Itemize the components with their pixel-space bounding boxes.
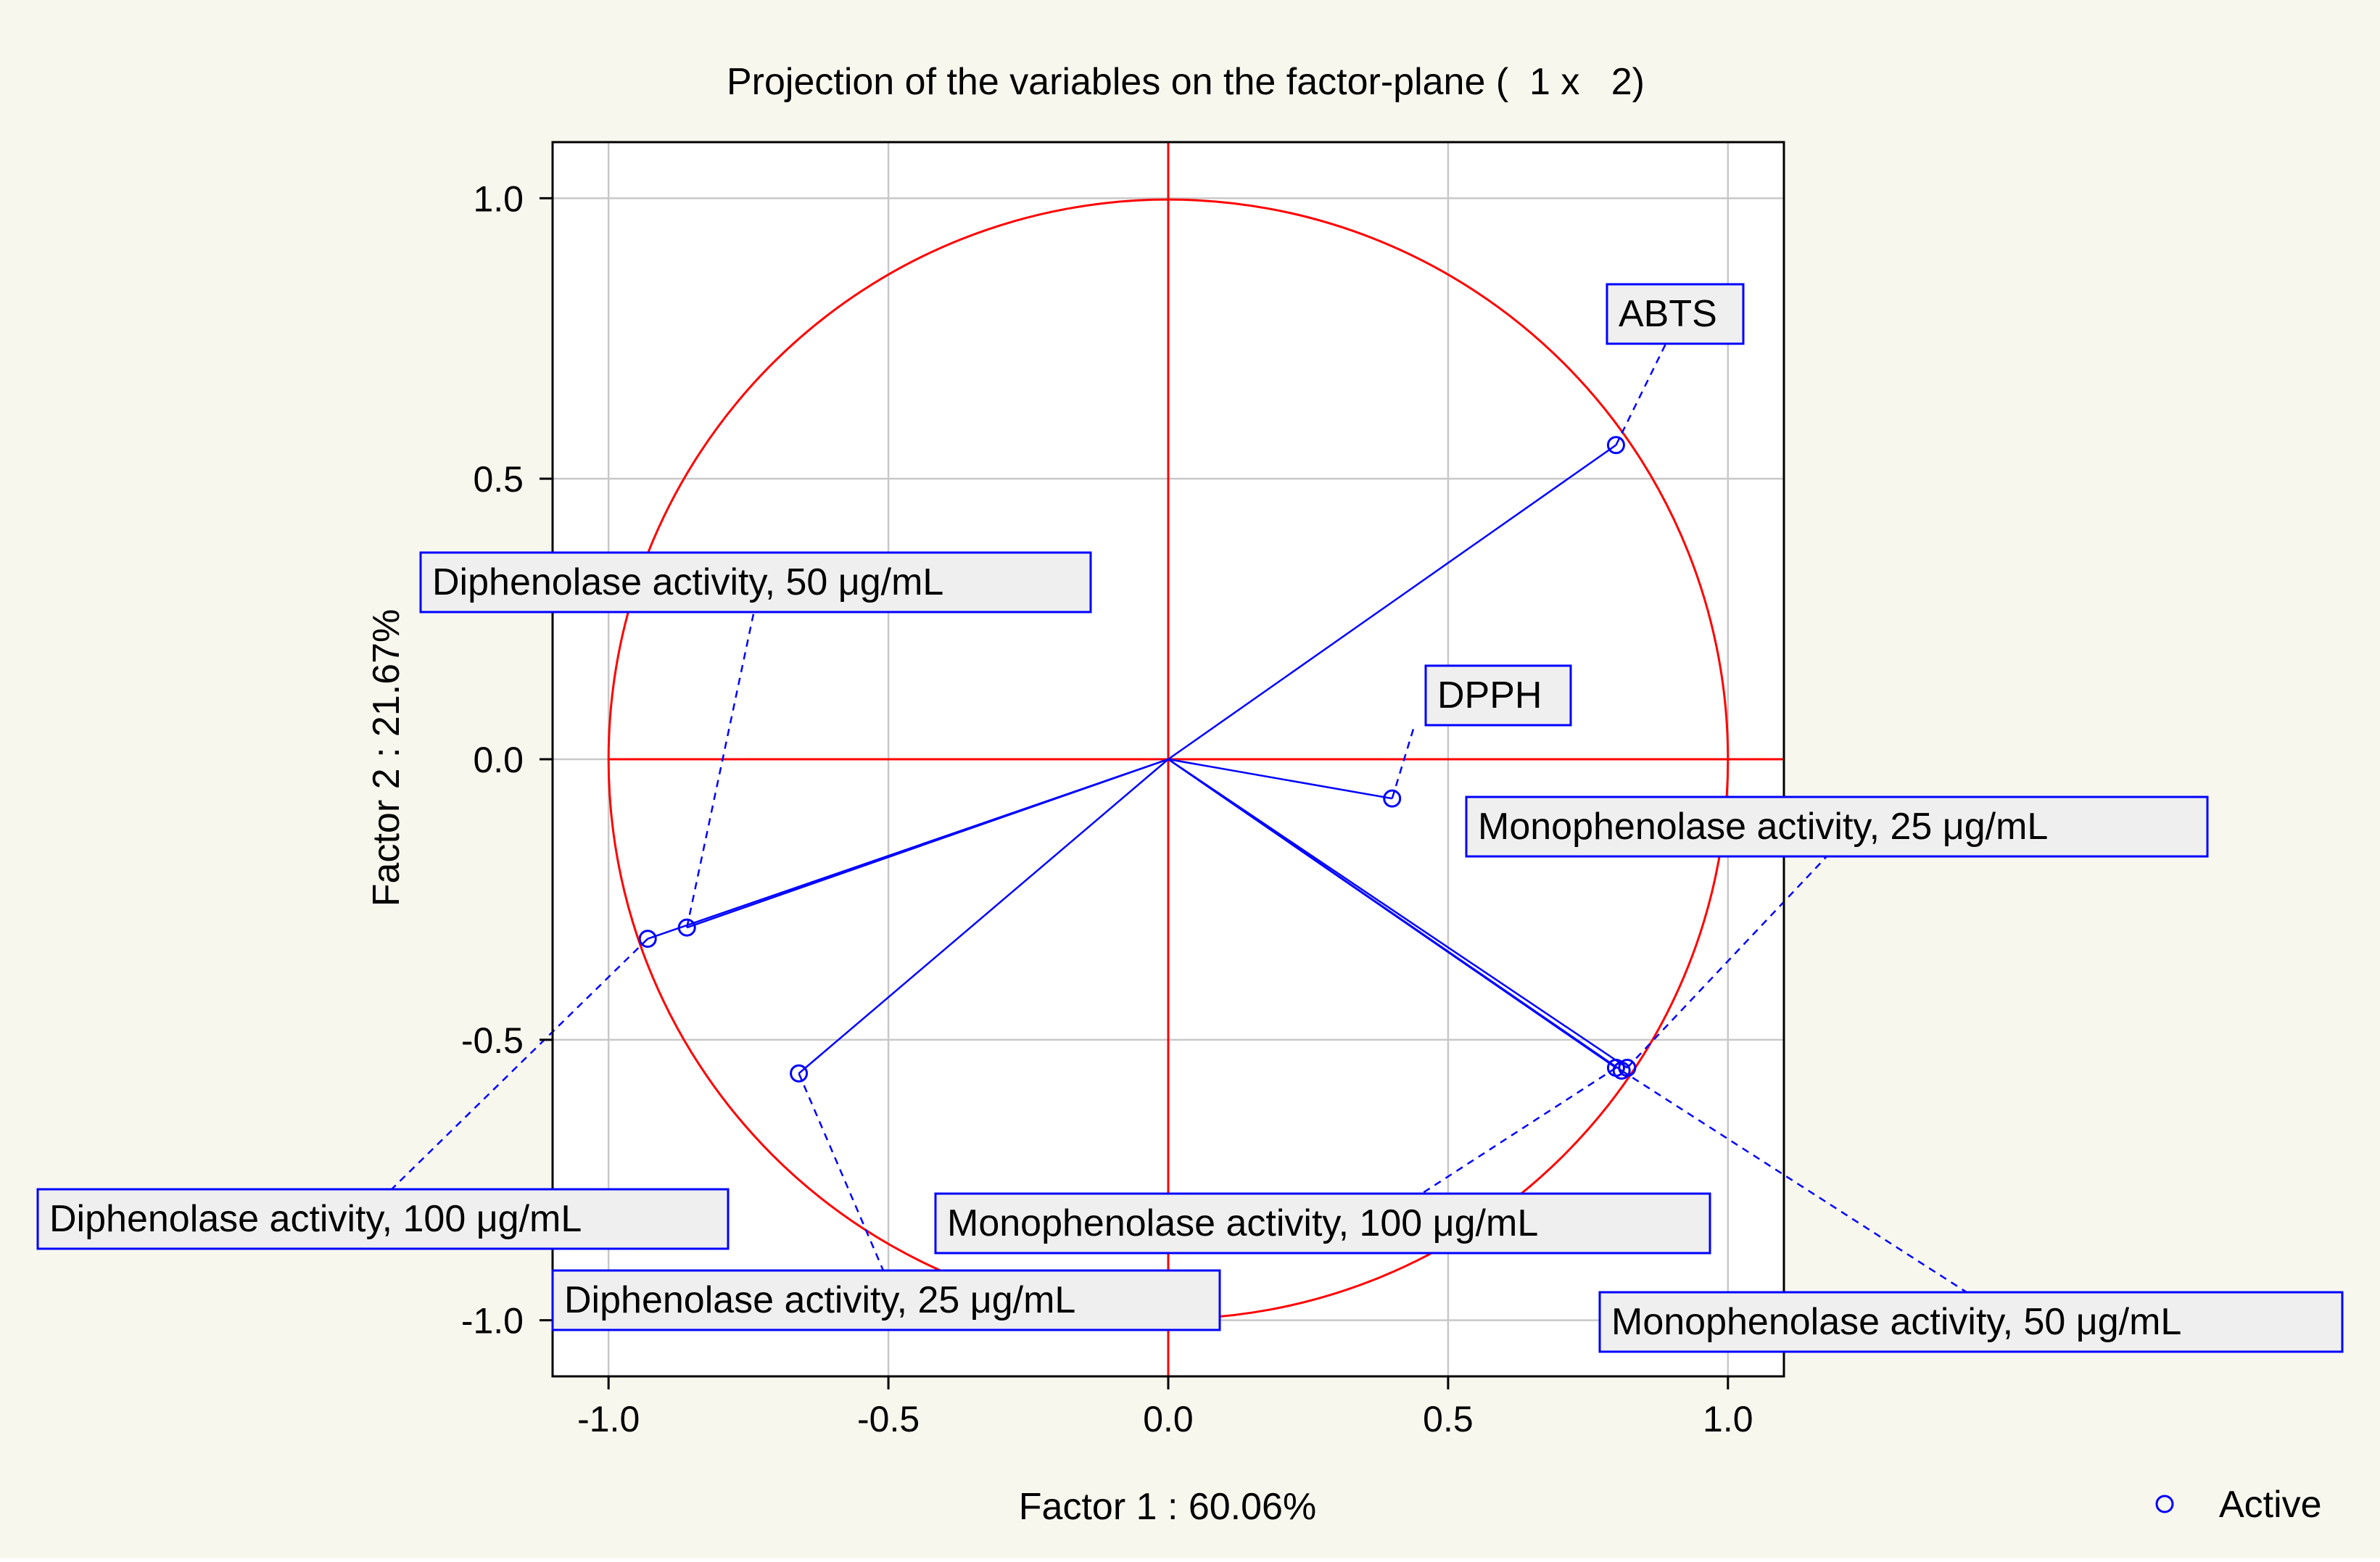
variable-marker — [638, 930, 657, 949]
x-tick-label: 0.5 — [1423, 1399, 1474, 1439]
variable-vector — [1168, 758, 1392, 800]
x-tick-label: -1.0 — [577, 1399, 640, 1439]
label-leader-line — [686, 610, 756, 928]
variable-marker — [1383, 789, 1402, 808]
y-tick-label: 1.0 — [473, 178, 524, 219]
y-tick-label: 0.5 — [473, 459, 524, 500]
variable-marker — [1606, 1059, 1625, 1077]
variable-marker — [677, 918, 696, 937]
chart-title: Projection of the variables on the facto… — [727, 61, 1645, 103]
variable-vector — [1168, 758, 1617, 1069]
variable-label: Diphenolase activity, 50 μg/mL — [432, 561, 943, 603]
variable-labels: ABTS DPPH Monophenolase activity, 25 μg/mL… — [36, 283, 2344, 1353]
variable-vector — [798, 759, 1169, 1075]
x-axis-ticks: -1.0 -0.5 0.0 0.5 1.0 — [577, 1376, 1753, 1439]
x-axis-label: Factor 1 : 60.06% — [1019, 1486, 1316, 1528]
y-tick-label: -1.0 — [461, 1301, 524, 1342]
variable-label: Diphenolase activity, 100 μg/mL — [49, 1198, 582, 1240]
variable-marker — [790, 1064, 809, 1083]
x-tick-label: -0.5 — [857, 1399, 920, 1439]
label-leader-line — [1621, 1070, 1967, 1294]
variable-marker — [1606, 436, 1625, 455]
y-tick-label: 0.0 — [473, 740, 524, 780]
variable-label: ABTS — [1619, 293, 1717, 335]
legend: Active — [2155, 1484, 2322, 1526]
variable-label-box — [1598, 1291, 2344, 1353]
variable-label: Monophenolase activity, 25 μg/mL — [1478, 806, 2048, 848]
variable-label-box — [1424, 664, 1572, 727]
variable-vectors — [647, 444, 1628, 1075]
variable-label-box — [36, 1188, 730, 1250]
variable-vector — [1168, 758, 1628, 1069]
variable-markers — [638, 436, 1637, 1083]
variable-label: Diphenolase activity, 25 μg/mL — [564, 1279, 1075, 1321]
legend-marker-icon — [2155, 1495, 2174, 1513]
variable-vector — [1168, 444, 1617, 761]
variable-label: DPPH — [1437, 674, 1542, 716]
y-axis-ticks: 1.0 0.5 0.0 -0.5 -1.0 — [461, 178, 553, 1342]
variable-label-box — [1606, 283, 1745, 345]
y-tick-label: -0.5 — [461, 1020, 524, 1061]
x-tick-label: 1.0 — [1703, 1399, 1753, 1439]
y-axis-label: Factor 2 : 21.67% — [365, 609, 408, 906]
variable-label-box — [551, 1269, 1221, 1331]
variable-label-box — [419, 551, 1092, 613]
variable-label-box — [1465, 796, 2209, 858]
legend-label: Active — [2219, 1484, 2322, 1526]
variable-vector — [647, 758, 1169, 940]
label-leader-line — [1615, 331, 1673, 446]
variable-label: Monophenolase activity, 50 μg/mL — [1611, 1301, 2181, 1343]
label-leader-line — [798, 1073, 885, 1271]
x-tick-label: 0.0 — [1143, 1399, 1194, 1439]
variable-label: Monophenolase activity, 100 μg/mL — [947, 1202, 1538, 1244]
variable-label-box — [934, 1192, 1711, 1255]
label-leader-line — [1626, 855, 1828, 1069]
